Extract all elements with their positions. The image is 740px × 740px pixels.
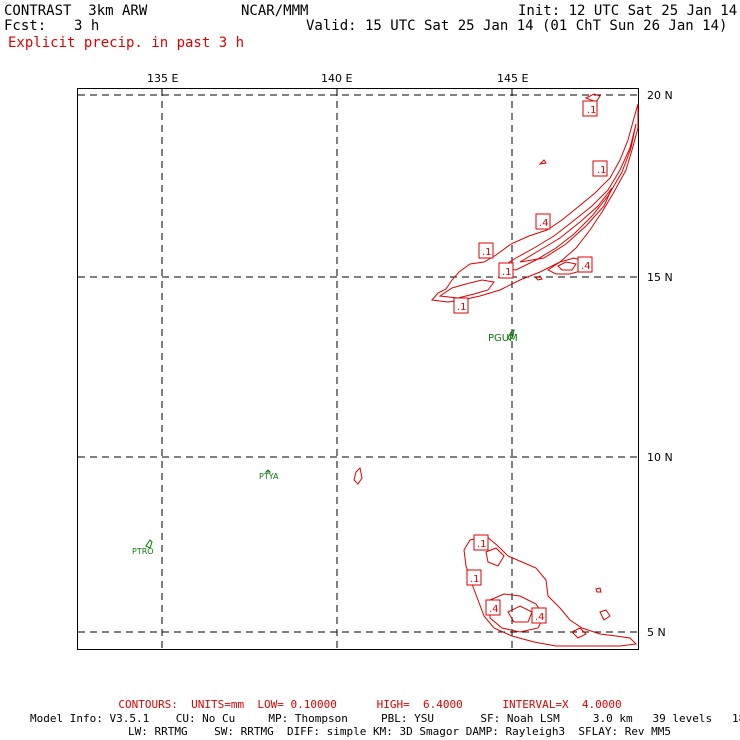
- precip-contour: [599, 609, 611, 621]
- model-info-line-2: LW: RRTMG SW: RRTMG DIFF: simple KM: 3D …: [128, 725, 672, 738]
- contour-label-box: .4: [485, 599, 501, 616]
- contour-label: .1: [477, 539, 487, 550]
- contour-label: .1: [482, 247, 492, 258]
- lat-label-10n: 10 N: [647, 451, 673, 464]
- model-info-line-1: Model Info: V3.5.1 CU: No Cu MP: Thompso…: [30, 712, 740, 725]
- guam-island: [507, 328, 515, 341]
- precip-contour: [463, 535, 638, 647]
- contour-label: .4: [535, 612, 545, 623]
- precip-contours-north: [431, 93, 639, 303]
- yap-island: [264, 469, 272, 473]
- palau-island: [145, 539, 153, 549]
- contour-label: .1: [587, 105, 597, 116]
- station-ptya: PTYA: [259, 472, 279, 481]
- contour-label-box: .1: [498, 262, 514, 279]
- graticule: [78, 89, 638, 649]
- precip-contour: [498, 123, 637, 271]
- precip-contour: [557, 261, 577, 271]
- contour-label-box: .1: [453, 297, 469, 314]
- contour-label: .4: [489, 604, 499, 615]
- contour-label-box: .1: [478, 242, 494, 259]
- contour-info: CONTOURS: UNITS=mm LOW= 0.10000 HIGH= 6.…: [118, 698, 622, 711]
- contour-label: .1: [457, 302, 467, 313]
- contour-label: .4: [539, 218, 549, 229]
- station-ptro: PTRO: [132, 547, 154, 556]
- contour-label: .1: [470, 574, 480, 585]
- precip-contour: [595, 587, 602, 593]
- contour-label-box: .1: [582, 100, 598, 117]
- precip-contour: [538, 159, 547, 165]
- forecast-hour: 3 h: [74, 18, 100, 34]
- lon-label-135e: 135 E: [147, 72, 178, 85]
- precip-contour: [485, 547, 505, 567]
- lon-label-145e: 145 E: [497, 72, 528, 85]
- contour-label-box: .4: [535, 213, 551, 230]
- lat-label-20n: 20 N: [647, 89, 673, 102]
- precip-contour: [353, 466, 363, 485]
- precip-contour: [571, 627, 587, 639]
- precip-contour: [519, 187, 613, 263]
- contour-label-box: .4: [531, 607, 547, 624]
- precip-contour: [431, 103, 639, 303]
- lon-label-140e: 140 E: [321, 72, 352, 85]
- contour-label: .4: [581, 261, 591, 272]
- field-title: Explicit precip. in past 3 h: [8, 35, 245, 51]
- model-title: CONTRAST 3km ARW: [4, 3, 148, 19]
- forecast-label: Fcst:: [4, 18, 47, 34]
- producer: NCAR/MMM: [241, 3, 309, 19]
- init-time: Init: 12 UTC Sat 25 Jan 14: [518, 3, 738, 19]
- contour-label-box: .1: [592, 160, 608, 177]
- contour-label: .1: [502, 267, 512, 278]
- lat-label-15n: 15 N: [647, 271, 673, 284]
- precip-contours-south: [353, 466, 638, 647]
- contour-labels: .1 .1 .4 .1 .4 .1 .1 .1 .1 .4 .4: [453, 100, 608, 624]
- precip-contour: [438, 279, 495, 299]
- precip-contour: [507, 605, 533, 623]
- precip-contour: [535, 275, 543, 281]
- lat-label-5n: 5 N: [647, 626, 666, 639]
- coastlines: [145, 328, 515, 549]
- contour-label-box: .1: [473, 534, 489, 551]
- valid-time: Valid: 15 UTC Sat 25 Jan 14 (01 ChT Sun …: [306, 18, 728, 34]
- contour-label-box: .4: [577, 256, 593, 273]
- station-pgum: PGUM: [488, 333, 518, 344]
- contour-label: .1: [597, 165, 607, 176]
- map-frame: [77, 88, 639, 650]
- contour-label-box: .1: [466, 569, 482, 586]
